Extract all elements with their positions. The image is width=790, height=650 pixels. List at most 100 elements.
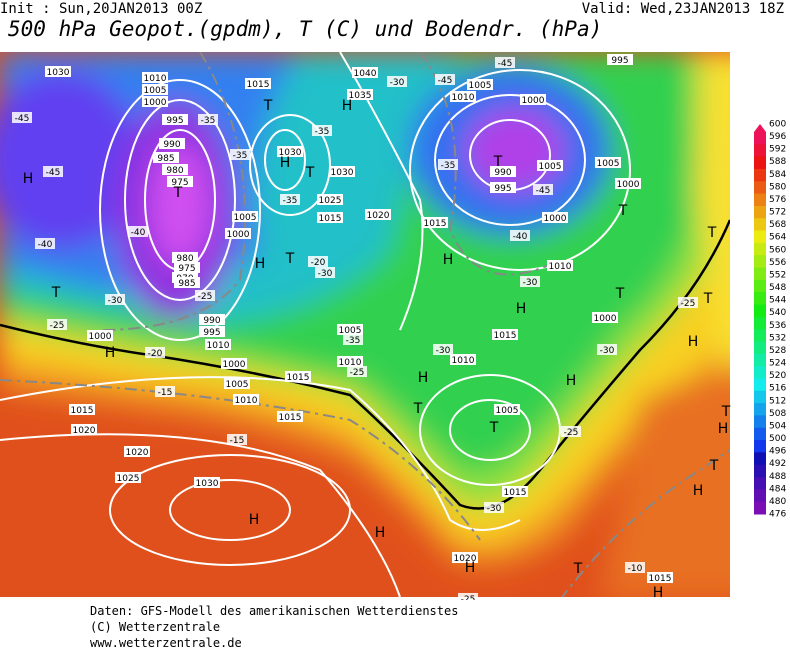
colorbar-swatch — [754, 489, 766, 503]
temperature-label-bg — [597, 344, 617, 355]
isobar-label-bg — [153, 152, 179, 163]
temperature-label: -25 — [350, 368, 365, 378]
isobar-label-bg — [45, 66, 71, 77]
isobar-label-bg — [317, 194, 343, 205]
isobar-label-bg — [124, 446, 150, 457]
temperature-label-bg — [35, 238, 55, 249]
temperature-label-bg — [227, 434, 247, 445]
colorbar-swatch — [754, 329, 766, 342]
isobar-label-bg — [232, 211, 258, 222]
isobar-label-bg — [520, 94, 546, 105]
isobar-label-bg — [162, 114, 188, 125]
temperature-label: -40 — [38, 240, 53, 250]
isobar-label-bg — [233, 394, 259, 405]
isobar-label-bg — [221, 358, 247, 369]
colorbar-label: 520 — [769, 371, 786, 381]
isobar-label: 980 — [176, 254, 193, 264]
colorbar-label: 584 — [769, 170, 786, 180]
isobar-label: 990 — [494, 168, 511, 178]
temperature-label: -40 — [131, 228, 146, 238]
isobar-label: 1010 — [207, 341, 230, 351]
colorbar-label: 568 — [769, 220, 786, 230]
isobar-label: 1015 — [504, 488, 527, 498]
isobar-label: 1025 — [117, 474, 140, 484]
isobar-label: 1015 — [247, 80, 270, 90]
isobar-label: 1040 — [354, 69, 377, 79]
colorbar-label: 476 — [769, 510, 786, 520]
temperature-label-bg — [458, 593, 478, 600]
temperature-label: -30 — [600, 346, 615, 356]
colorbar-arrow — [754, 124, 766, 132]
temperature-label-bg — [387, 76, 407, 87]
temperature-label-bg — [347, 366, 367, 377]
isobar-label-bg — [277, 411, 303, 422]
isobar-label: 1000 — [594, 314, 617, 324]
isobar-label: 1005 — [234, 213, 257, 223]
colorbar-swatch — [754, 452, 766, 466]
isobar-label: 1005 — [597, 159, 620, 169]
colorbar-swatch — [754, 378, 766, 392]
isobar-label-bg — [592, 312, 618, 323]
temperature-label-bg — [433, 344, 453, 355]
isobar-label-bg — [450, 91, 476, 102]
isobar-label-bg — [647, 572, 673, 583]
isobar-label: 1015 — [424, 219, 447, 229]
footer-line: Daten: GFS-Modell des amerikanischen Wet… — [90, 604, 459, 618]
colorbar-label: 488 — [769, 472, 786, 482]
temperature-label-bg — [312, 125, 332, 136]
pressure-center: H — [342, 98, 353, 114]
isobar-label-bg — [450, 354, 476, 365]
pressure-center: T — [489, 420, 499, 436]
isobar-label: 1020 — [367, 211, 390, 221]
temperature-label-bg — [678, 297, 698, 308]
isobar-label: 995 — [611, 56, 628, 66]
colorbar-label: 524 — [769, 359, 786, 369]
temperature-label-bg — [128, 226, 148, 237]
isobar-label: 1025 — [319, 196, 342, 206]
footer-line: (C) Wetterzentrale — [90, 620, 221, 634]
pressure-center: T — [413, 401, 423, 417]
temperature-label-bg — [438, 159, 458, 170]
temperature-label: -15 — [230, 436, 245, 446]
colorbar-swatch — [754, 168, 766, 182]
isobar-label-bg — [87, 330, 113, 341]
temperature-label-bg — [435, 74, 455, 85]
colorbar-swatch — [754, 366, 766, 379]
isobar-label: 1005 — [144, 86, 167, 96]
isobar-label-bg — [490, 182, 516, 193]
isobar-label-bg — [537, 160, 563, 171]
temperature-label-bg — [510, 230, 530, 241]
isobar-label-bg — [452, 552, 478, 563]
temperature-label-bg — [315, 267, 335, 278]
temperature-label: -30 — [523, 278, 538, 288]
temperature-label: -45 — [536, 186, 551, 196]
pressure-center: H — [255, 256, 266, 272]
colorbar-label: 508 — [769, 409, 786, 419]
temperature-label: -40 — [513, 232, 528, 242]
isobar-label: 1010 — [235, 396, 258, 406]
colorbar-swatch — [754, 242, 766, 256]
pressure-center: H — [653, 585, 664, 600]
temperature-label-bg — [484, 502, 504, 513]
temperature-label: -45 — [438, 76, 453, 86]
pressure-center: T — [493, 154, 503, 170]
temperature-label-bg — [155, 386, 175, 397]
pressure-center: T — [707, 225, 717, 241]
temperature-label: -30 — [318, 269, 333, 279]
pressure-center: H — [375, 525, 386, 541]
colorbar-label: 600 — [769, 120, 786, 130]
isobar-label-bg — [542, 212, 568, 223]
colorbar-label: 592 — [769, 145, 786, 155]
temperature-label-bg — [230, 149, 250, 160]
temperature-label-bg — [145, 347, 165, 358]
colorbar-swatch — [754, 403, 766, 416]
temperature-label-bg — [12, 112, 32, 123]
colorbar-label: 552 — [769, 270, 786, 280]
colorbar-swatch — [754, 304, 766, 318]
temperature-label: -35 — [315, 127, 330, 137]
colorbar-label: 528 — [769, 346, 786, 356]
isobar-label: 1000 — [544, 214, 567, 224]
colorbar-label: 496 — [769, 447, 786, 457]
pressure-center: T — [263, 98, 273, 114]
